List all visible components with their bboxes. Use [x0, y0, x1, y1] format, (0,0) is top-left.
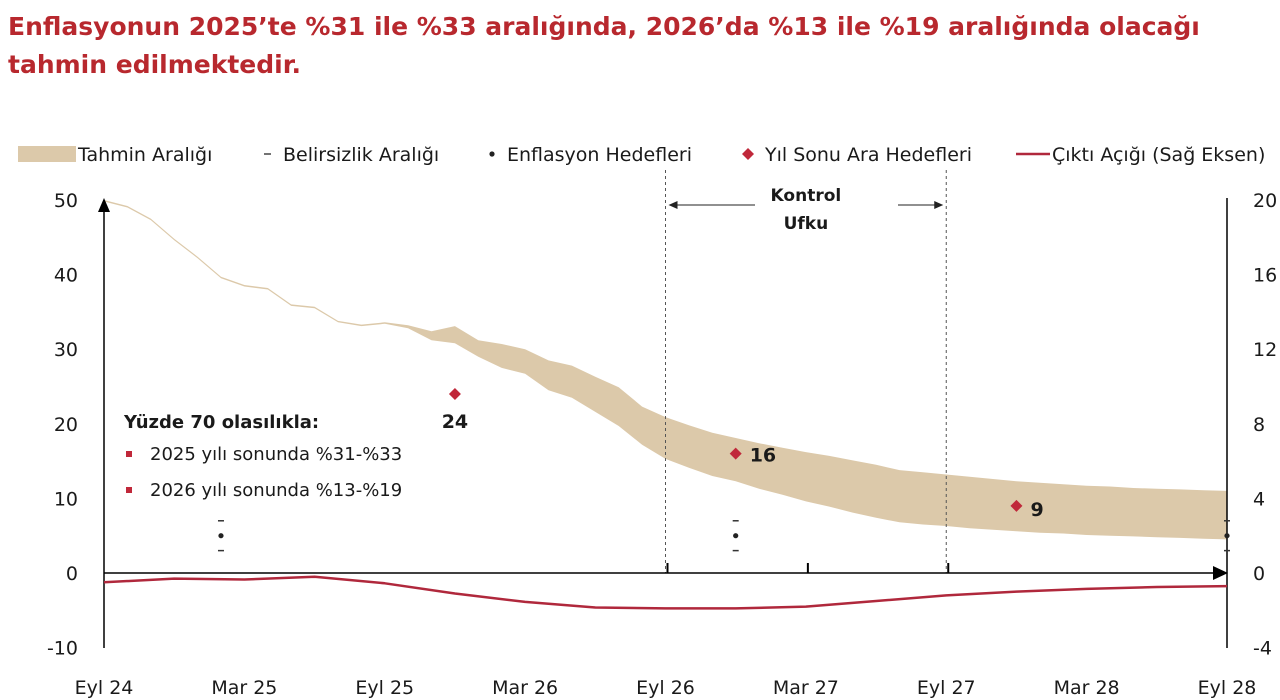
control-horizon-label-line1: Kontrol	[771, 186, 842, 206]
interim-target-label: 24	[442, 411, 468, 433]
left-y-tick-label: 30	[54, 339, 78, 361]
annotation-heading: Yüzde 70 olasılıkla:	[123, 412, 319, 433]
chart-title: Enflasyonun 2025’te %31 ile %33 aralığın…	[8, 8, 1280, 84]
x-tick-label: Eyl 27	[917, 677, 976, 699]
interim-target-diamond	[729, 447, 742, 460]
x-tick-label: Mar 25	[211, 677, 277, 699]
interim-target-label: 16	[750, 445, 776, 467]
x-axis-arrowhead	[1213, 566, 1228, 580]
x-tick-label: Eyl 28	[1198, 677, 1257, 699]
x-tick-label: Eyl 26	[636, 677, 695, 699]
interim-target-diamond	[1010, 499, 1023, 512]
right-y-tick-label: 4	[1253, 488, 1265, 510]
left-y-tick-label: 40	[54, 265, 78, 287]
x-tick-label: Eyl 25	[355, 677, 414, 699]
x-tick-label: Eyl 24	[75, 677, 134, 699]
right-y-tick-label: 16	[1253, 265, 1277, 287]
control-horizon-label-line2: Ufku	[784, 214, 829, 234]
left-y-tick-label: -10	[47, 638, 78, 660]
legend-diamond-marker	[742, 148, 754, 160]
legend-label: Yıl Sonu Ara Hedefleri	[764, 144, 972, 166]
forecast-band-area	[104, 200, 1227, 540]
output-gap-line	[103, 575, 1228, 610]
legend-dot-marker	[489, 151, 495, 157]
right-y-tick-label: 0	[1253, 563, 1265, 585]
left-y-tick-label: 20	[54, 414, 78, 436]
control-horizon-arrowhead-left	[668, 201, 678, 209]
legend-band-swatch	[18, 146, 76, 162]
annotation-item: 2025 yılı sonunda %31-%33	[150, 444, 402, 465]
x-tick-label: Mar 28	[1054, 677, 1120, 699]
left-y-tick-label: 50	[54, 190, 78, 212]
legend-label: Enflasyon Hedefleri	[507, 144, 692, 166]
legend-label: Belirsizlik Aralığı	[283, 144, 439, 166]
right-y-tick-label: 20	[1253, 190, 1277, 212]
right-y-tick-label: 12	[1253, 339, 1277, 361]
x-tick-label: Mar 27	[773, 677, 839, 699]
left-y-axis-arrowhead	[98, 198, 110, 212]
inflation-target-dot	[1224, 533, 1230, 539]
legend-label: Tahmin Aralığı	[77, 144, 212, 166]
annotation-item: 2026 yılı sonunda %13-%19	[150, 480, 402, 501]
annotation-bullet	[126, 451, 132, 457]
left-y-tick-label: 10	[54, 488, 78, 510]
x-tick-label: Mar 26	[492, 677, 558, 699]
interim-target-label: 9	[1030, 499, 1043, 521]
inflation-target-dot	[733, 533, 739, 539]
annotation-bullet	[126, 487, 132, 493]
inflation-target-dot	[218, 533, 224, 539]
control-horizon-arrowhead-right	[934, 201, 944, 209]
right-y-tick-label: -4	[1253, 638, 1272, 660]
title-line-1: Enflasyonun 2025’te %31 ile %33 aralığın…	[8, 12, 1200, 41]
title-line-2: tahmin edilmektedir.	[8, 50, 301, 79]
right-y-tick-label: 8	[1253, 414, 1265, 436]
legend-label: Çıktı Açığı (Sağ Eksen)	[1052, 144, 1265, 166]
left-y-tick-label: 0	[66, 563, 78, 585]
interim-target-diamond	[448, 387, 461, 400]
